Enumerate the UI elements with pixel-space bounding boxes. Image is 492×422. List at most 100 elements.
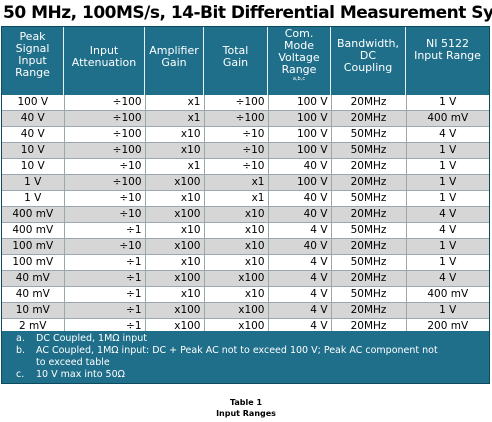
table-cell: ÷100 [64,110,146,127]
table-cell: 10 V [2,142,65,159]
table-cell: 1 V [406,254,489,271]
table-cell: ÷10 [204,126,269,143]
header-text: Gain [161,56,187,69]
table-row: 1 V ÷10 x10 x1 40 V 50MHz 1 V [2,190,489,207]
header-text: Input [89,44,119,57]
header-text: Bandwidth, [336,37,400,50]
table-notes: a. DC Coupled, 1MΩ input b. AC Coupled, 1M… [2,331,489,383]
table-cell: 40 mV [2,286,65,303]
table-rows: 100 V ÷100 x1 ÷100 100 V 20MHz 1 V 40 V ÷100 x1 ÷1… [2,95,489,335]
table-cell: ÷1 [64,270,146,287]
table-cell: ÷1 [64,286,146,303]
table-row: 100 mV ÷1 x10 x10 4 V 50MHz 1 V [2,254,489,271]
header-text: Input [18,54,47,67]
note-label: c. [16,369,25,380]
table-cell: 4 V [406,222,489,239]
table-cell: x10 [204,286,269,303]
table-cell: x100 [204,318,269,335]
table-cell: 100 V [268,110,332,127]
table-cell: 1 V [406,142,489,159]
note-label: b. [16,345,26,356]
table-cell: x10 [145,190,205,207]
table-cell: 4 V [406,206,489,223]
table-cell: x1 [145,158,205,175]
note-text: DC Coupled, 1MΩ input [36,333,147,344]
table-row: 40 mV ÷1 x100 x100 4 V 20MHz 4 V [2,270,489,287]
table-row: 10 V ÷10 x1 ÷10 40 V 20MHz 1 V [2,158,489,175]
table-cell: 400 mV [406,286,489,303]
header-text: Mode [284,39,314,52]
table-cell: 40 mV [2,270,65,287]
table-cell: 100 V [268,142,332,159]
table-cell: 4 V [268,270,332,287]
table-cell: 100 V [268,174,332,191]
table-cell: 40 V [2,126,65,143]
table-cell: 20MHz [331,302,407,319]
table-cell: 100 V [2,95,65,111]
table-cell: 100 mV [2,254,65,271]
table-cell: 4 V [406,270,489,287]
table-cell: ÷10 [64,238,146,255]
table-body: 100 V ÷100 x1 ÷100 100 V 20MHz 1 V 40 V ÷100 x1 ÷1… [2,95,489,335]
table-cell: 10 V [2,158,65,175]
header-text: Coupling [343,61,393,74]
table-cell: 4 V [268,222,332,239]
table-cell: x10 [204,254,269,271]
table-cell: 50MHz [331,286,407,303]
table-cell: 100 mV [2,238,65,255]
table-cell: 1 V [406,302,489,319]
table-cell: 1 V [406,190,489,207]
note-b: b. AC Coupled, 1MΩ input: DC + Peak AC no… [16,345,438,357]
header-amplifier-gain: Amplifier Gain [145,27,204,95]
table-cell: ÷100 [64,95,146,111]
table-cell: 4 V [406,126,489,143]
table-cell: x10 [204,238,269,255]
table-cell: 20MHz [331,174,407,191]
table-cell: x10 [204,222,269,239]
table-row: 1 V ÷100 x100 x1 100 V 20MHz 1 V [2,174,489,191]
table-cell: ÷100 [204,95,269,111]
header-text: Total [222,44,249,57]
table-cell: 40 V [268,190,332,207]
table-cell: x1 [204,190,269,207]
table-cell: ÷100 [64,142,146,159]
table-row: 10 V ÷100 x10 ÷10 100 V 50MHz 1 V [2,142,489,159]
table-cell: 20MHz [331,95,407,111]
table-caption-title: Input Ranges [216,409,276,418]
table-cell: 50MHz [331,254,407,271]
table-cell: 40 V [2,110,65,127]
table-cell: 2 mV [2,318,65,335]
note-label: a. [16,333,25,344]
table-row: 100 V ÷100 x1 ÷100 100 V 20MHz 1 V [2,95,489,111]
table-cell: ÷1 [64,222,146,239]
table-cell: 200 mV [406,318,489,335]
note-a: a. DC Coupled, 1MΩ input [16,333,147,345]
table-cell: 50MHz [331,142,407,159]
table-cell: 4 V [268,302,332,319]
table-cell: x1 [204,174,269,191]
table-cell: 100 V [268,95,332,111]
table-cell: ÷1 [64,302,146,319]
table-cell: ÷1 [64,318,146,335]
table-cell: ÷10 [204,158,269,175]
table-cell: x10 [145,222,205,239]
table-cell: ÷10 [64,206,146,223]
header-text: Attenuation [71,56,137,69]
table-cell: 1 V [406,238,489,255]
table-cell: 1 V [406,174,489,191]
note-b-continued: to exceed table [16,357,110,369]
table-cell: x10 [145,142,205,159]
table-cell: 400 mV [406,110,489,127]
table-cell: ÷100 [64,174,146,191]
header-text: DC [359,49,377,62]
table-row: 40 V ÷100 x1 ÷100 100 V 20MHz 400 mV [2,110,489,127]
table-cell: x100 [145,174,205,191]
table-cell: x10 [204,206,269,223]
table-cell: 1 V [406,158,489,175]
table-cell: x100 [204,270,269,287]
table-cell: 1 V [2,190,65,207]
table-cell: ÷10 [64,158,146,175]
header-ni5122-input-range: NI 5122 Input Range [406,27,489,95]
table-cell: 20MHz [331,206,407,223]
table-cell: x100 [145,206,205,223]
